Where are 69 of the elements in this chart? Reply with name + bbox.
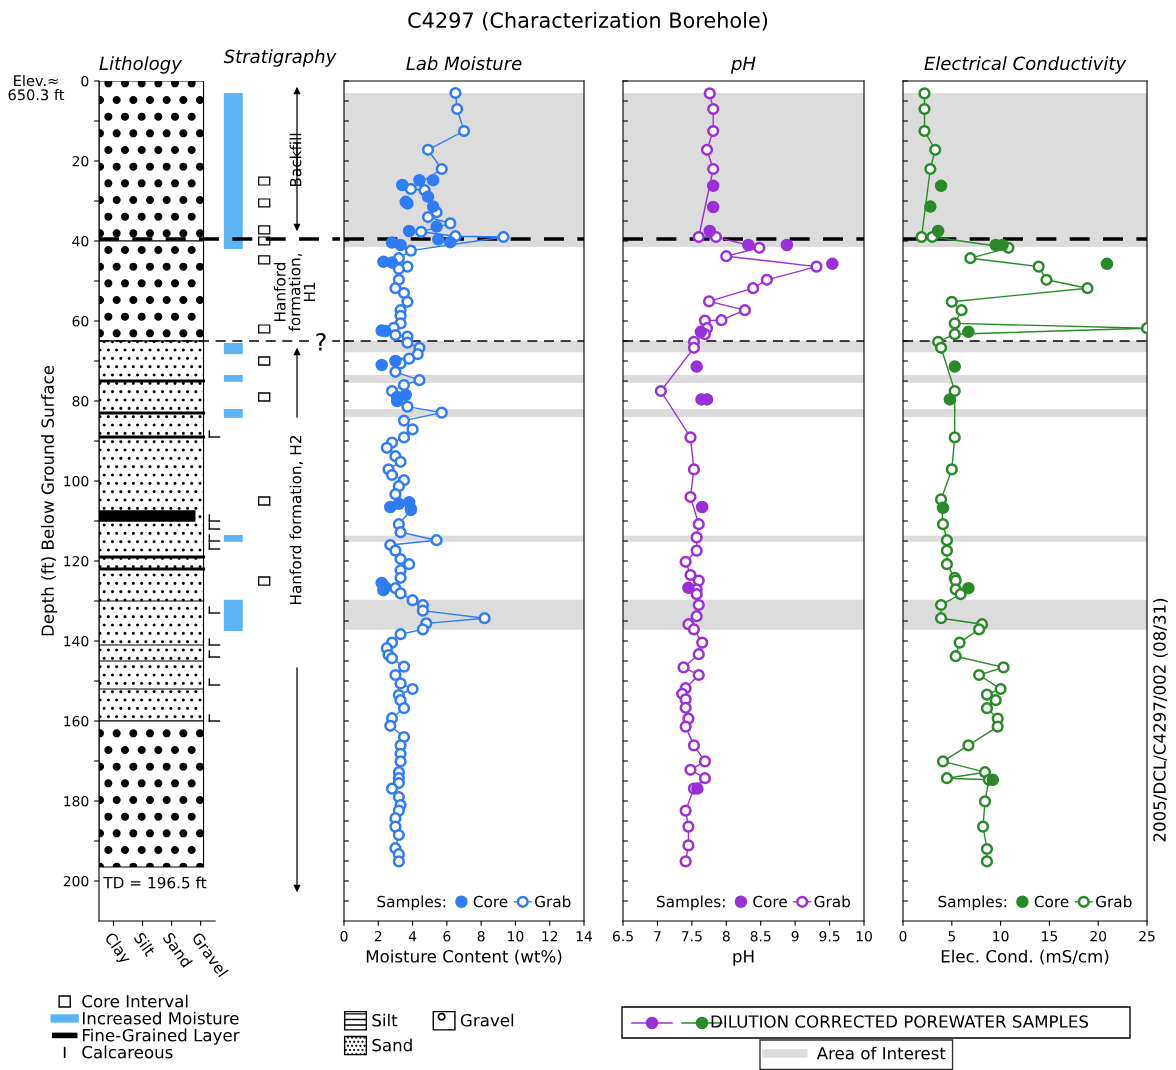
x-tick-label: 0 — [340, 930, 348, 942]
x-tick-label: 8.5 — [750, 930, 771, 942]
x-tick-label: 7 — [654, 931, 661, 942]
legend-label: Core — [753, 895, 787, 908]
legend-label: Core — [1034, 895, 1069, 908]
text: Hanford formation, H2 — [289, 436, 303, 604]
x-tick-label: 7.5 — [681, 931, 702, 942]
x-tick-label: Silt — [133, 931, 157, 958]
legend-label: Grab — [1096, 895, 1132, 908]
text: Sand — [372, 1038, 412, 1052]
x-tick-label: 14 — [576, 931, 593, 942]
legend-label: Grab — [535, 895, 571, 908]
y-tick-label: 80 — [72, 395, 89, 407]
x-tick-label: 10 — [856, 930, 872, 942]
y-tick-label: 120 — [64, 555, 89, 567]
x-tick-label: 8 — [722, 930, 730, 942]
chart-title: pH — [730, 56, 756, 74]
text: Elev.≈ 650.3 ft — [8, 74, 65, 101]
text: Stratigraphy — [223, 49, 337, 67]
chart-title: Lab Moisture — [406, 56, 522, 71]
x-tick-label: 15 — [1042, 931, 1058, 942]
text: 2005/DCL/C4297/002 (08/31) — [1152, 598, 1168, 842]
x-tick-label: 9.5 — [819, 930, 840, 942]
legend-title: Samples: — [657, 895, 725, 911]
x-tick-label: 2 — [374, 930, 382, 942]
x-tick-label: 5 — [948, 931, 956, 942]
text: Silt — [372, 1013, 398, 1027]
chart-title: Electrical Conductivity — [924, 56, 1127, 74]
text: Fine-Grained Layer — [82, 1028, 240, 1045]
y-tick-label: 200 — [63, 875, 89, 887]
chart-title: Lithology — [99, 56, 183, 74]
x-axis-title: Elec. Cond. (mS/cm) — [941, 949, 1109, 965]
legend-label: Grab — [814, 895, 851, 908]
x-tick-label: 0 — [899, 930, 907, 942]
y-tick-label: 180 — [64, 795, 89, 807]
x-tick-label: 8 — [477, 930, 485, 942]
x-tick-label: 6.5 — [612, 930, 633, 942]
x-tick-label: 10 — [508, 930, 524, 942]
y-tick-label: 160 — [64, 715, 89, 727]
x-tick-label: 10 — [993, 930, 1009, 942]
y-tick-label: 0 — [81, 75, 89, 87]
text: Calcareous — [82, 1045, 173, 1059]
text: C4297 (Characterization Borehole) — [408, 11, 768, 31]
x-tick-label: 9 — [791, 930, 799, 942]
annotation: TD = 196.5 ft — [103, 876, 207, 889]
text: Gravel — [460, 1013, 514, 1027]
y-axis-title: Depth (ft) Below Ground Surface — [41, 365, 58, 636]
x-tick-label: 4 — [408, 931, 417, 942]
x-tick-label: 6 — [443, 930, 451, 942]
y-tick-label: 40 — [72, 235, 89, 247]
x-tick-label: 12 — [542, 930, 558, 942]
x-tick-label: 25 — [1139, 930, 1155, 942]
legend-title: Samples: — [938, 895, 1007, 911]
text: Core Interval — [82, 994, 188, 1008]
text: Increased Moisture — [82, 1011, 239, 1025]
legend-label: Core — [473, 895, 508, 908]
x-axis-title: Moisture Content (wt%) — [366, 949, 562, 965]
text: ? — [316, 332, 326, 351]
legend-label: Area of Interest — [816, 1046, 946, 1060]
y-tick-label: 100 — [64, 475, 89, 487]
text: Backfill — [289, 133, 302, 187]
y-tick-label: 60 — [72, 315, 89, 327]
y-tick-label: 140 — [64, 635, 89, 647]
x-tick-label: 20 — [1090, 930, 1107, 942]
y-tick-label: 20 — [72, 155, 89, 167]
text: Hanford formation, H1 — [273, 253, 315, 332]
legend-title: Samples: — [377, 895, 446, 911]
text: DILUTION CORRECTED POREWATER SAMPLES — [711, 1015, 1089, 1028]
x-axis-title: pH — [733, 950, 754, 966]
